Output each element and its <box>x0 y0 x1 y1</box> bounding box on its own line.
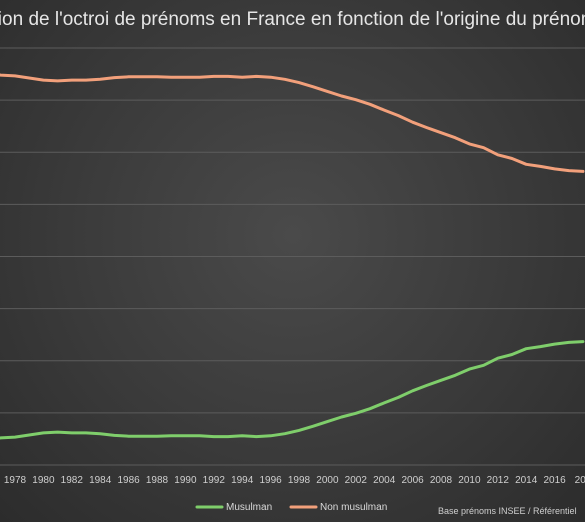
x-tick-label: 2010 <box>458 475 481 486</box>
x-tick-label: 1988 <box>146 475 169 486</box>
x-tick-label: 2006 <box>401 475 424 486</box>
series-layer <box>0 73 585 440</box>
legend-label: Musulman <box>226 502 272 513</box>
gridlines <box>0 47 585 466</box>
x-tick-label: 2016 <box>543 475 566 486</box>
x-tick-label: 1984 <box>89 475 112 486</box>
x-tick-label: 2008 <box>430 475 453 486</box>
x-axis-ticks: 1978 1980 1982 1984 1986 1988 1990 1992 1994 1996… <box>4 475 585 486</box>
x-tick-label: 2004 <box>373 475 396 486</box>
x-tick-label: 2002 <box>345 475 368 486</box>
legend-label: Non musulman <box>320 502 387 513</box>
x-tick-label: 1996 <box>259 475 282 486</box>
x-tick-label: 201 <box>575 475 585 486</box>
source-note: Base prénoms INSEE / Référentiel <box>438 506 577 516</box>
series-line-musulman <box>0 340 585 440</box>
series-line-non-musulman <box>0 73 585 173</box>
x-tick-label: 2000 <box>316 475 339 486</box>
legend: Musulman Non musulman <box>195 502 387 513</box>
x-tick-label: 1982 <box>61 475 84 486</box>
chart-title: Evolution de l'octroi de prénoms en Fran… <box>0 9 585 30</box>
x-tick-label: 2014 <box>515 475 538 486</box>
x-tick-label: 1992 <box>203 475 226 486</box>
x-tick-label: 1980 <box>32 475 55 486</box>
x-tick-label: 1986 <box>117 475 140 486</box>
x-tick-label: 1990 <box>174 475 197 486</box>
x-tick-label: 1998 <box>288 475 311 486</box>
x-tick-label: 2012 <box>487 475 510 486</box>
x-tick-label: 1994 <box>231 475 254 486</box>
x-tick-label: 1978 <box>4 475 27 486</box>
